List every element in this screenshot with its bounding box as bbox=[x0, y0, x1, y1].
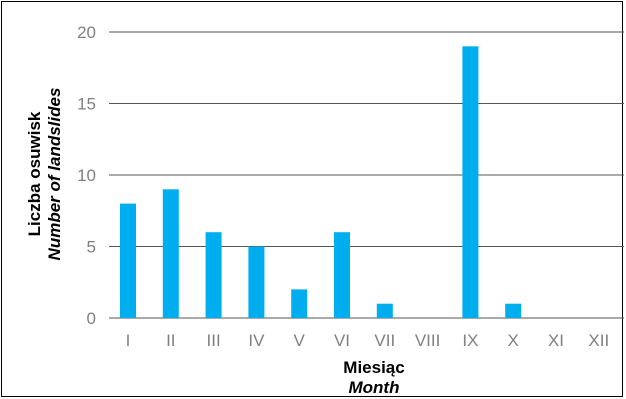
bar-IX bbox=[462, 46, 479, 319]
bar-I bbox=[120, 203, 136, 318]
x-tick-label: X bbox=[508, 331, 519, 350]
y-tick-label: 15 bbox=[77, 95, 96, 114]
x-tick-label: VIII bbox=[415, 331, 441, 350]
x-tick-label: IX bbox=[462, 331, 478, 350]
y-tick-labels: 0 5 10 15 20 bbox=[77, 23, 96, 328]
x-tick-label: IV bbox=[248, 331, 265, 350]
x-tick-label: XII bbox=[588, 331, 609, 350]
bar-II bbox=[162, 189, 179, 318]
x-tick-label: II bbox=[166, 331, 175, 350]
bar-VII bbox=[376, 303, 393, 318]
x-axis-title: Miesiąc bbox=[343, 358, 404, 377]
x-tick-label: I bbox=[126, 331, 131, 350]
y-tick-label: 20 bbox=[77, 23, 96, 42]
bar-V bbox=[291, 289, 308, 318]
x-tick-label: VII bbox=[374, 331, 395, 350]
x-tick-labels: I II III IV V VI VII VIII IX X XI XII bbox=[126, 331, 610, 350]
y-tick-label: 10 bbox=[77, 166, 96, 185]
x-tick-label: XI bbox=[548, 331, 564, 350]
x-axis-title-en: Month bbox=[349, 378, 400, 397]
x-tick-label: VI bbox=[334, 331, 350, 350]
bar-IV bbox=[248, 246, 265, 318]
x-tick-label: III bbox=[207, 331, 221, 350]
y-tick-label: 5 bbox=[87, 238, 96, 257]
y-tick-label: 0 bbox=[87, 309, 96, 328]
bar-VI bbox=[334, 232, 350, 318]
y-axis-title: Liczba osuwisk bbox=[25, 111, 44, 236]
gridlines bbox=[109, 31, 624, 319]
bar-III bbox=[205, 232, 222, 318]
bars bbox=[120, 46, 522, 319]
y-axis-title-en: Number of landslides bbox=[45, 88, 64, 261]
bar-X bbox=[505, 303, 522, 318]
x-tick-label: V bbox=[294, 331, 306, 350]
